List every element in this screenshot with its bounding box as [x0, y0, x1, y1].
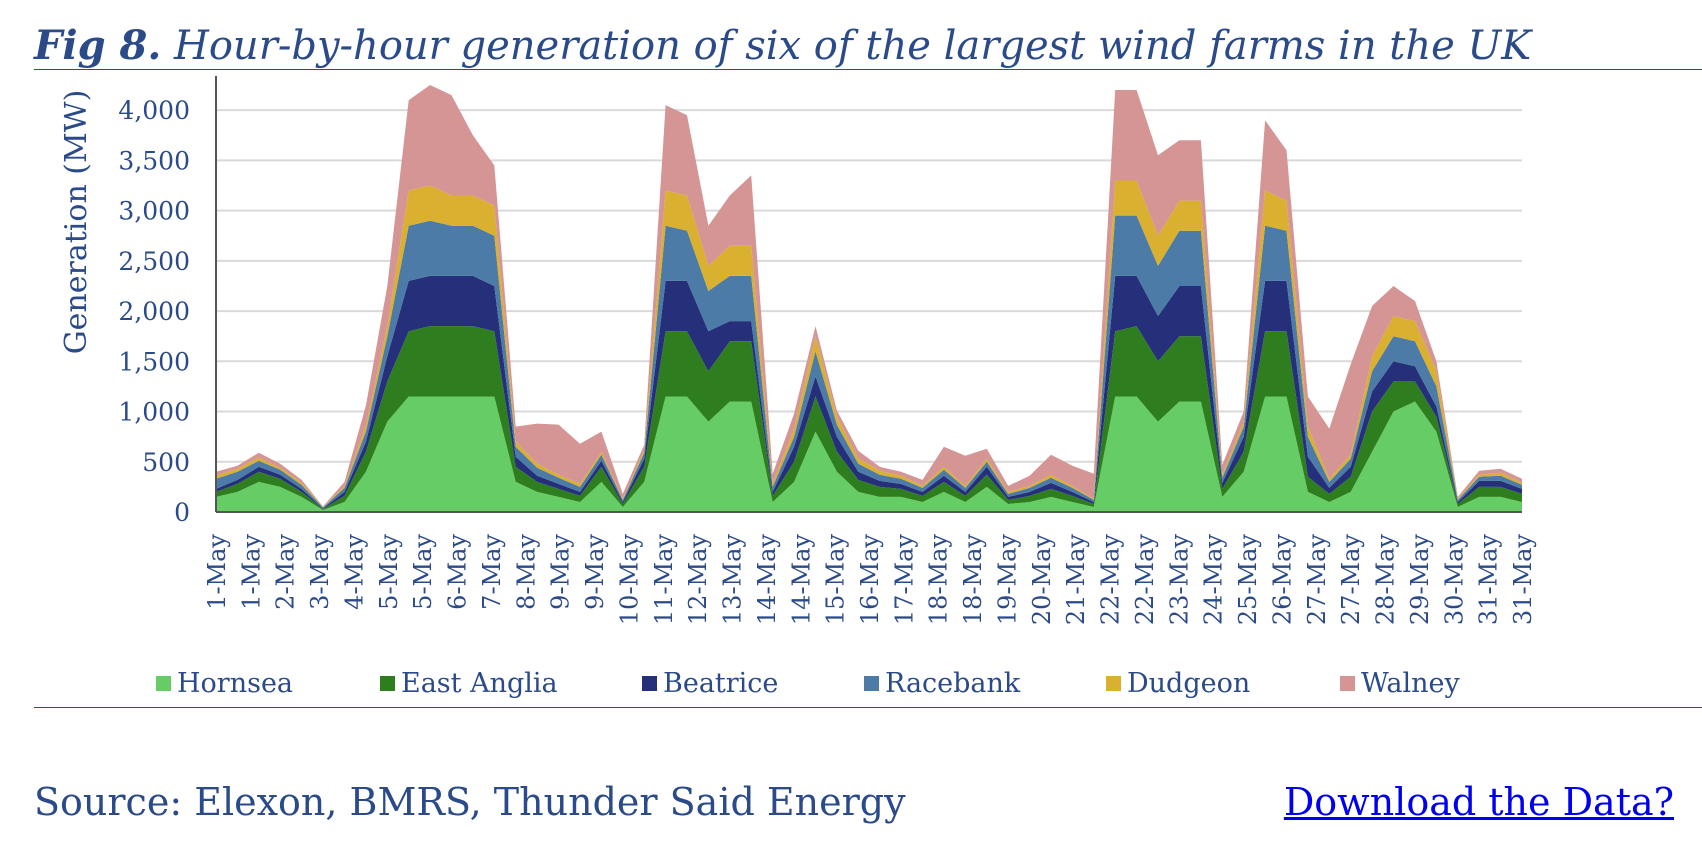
y-tick-label: 500 [142, 448, 190, 477]
area-east-anglia [216, 326, 1522, 510]
x-tick-label: 9-May [547, 534, 575, 610]
y-tick-label: 4,000 [118, 96, 190, 125]
y-tick-label: 3,500 [118, 146, 190, 175]
x-tick-label: 28-May [1372, 534, 1400, 626]
y-tick-label: 3,000 [118, 197, 190, 226]
y-tick-label: 1,000 [118, 398, 190, 427]
x-tick-label: 5-May [409, 534, 437, 610]
download-data-link[interactable]: Download the Data? [1283, 780, 1674, 824]
x-tick-label: 6-May [444, 534, 472, 610]
figure-title-text: Hour-by-hour generation of six of the la… [173, 23, 1532, 69]
x-tick-label: 30-May [1440, 534, 1468, 626]
legend-label: East Anglia [401, 668, 558, 699]
x-tick-label: 25-May [1234, 534, 1262, 626]
x-tick-label: 11-May [650, 534, 678, 626]
x-tick-label: 21-May [1062, 534, 1090, 626]
x-tick-label: 29-May [1406, 534, 1434, 626]
x-tick-label: 23-May [1165, 534, 1193, 626]
footer-rule [34, 707, 1702, 708]
legend-label: Hornsea [177, 668, 293, 699]
x-tick-label: 9-May [581, 534, 609, 610]
y-tick-label: 0 [174, 498, 190, 527]
source-note: Source: Elexon, BMRS, Thunder Said Energ… [34, 780, 906, 824]
x-tick-label: 2-May [272, 534, 300, 610]
x-tick-label: 22-May [1097, 534, 1125, 626]
area-beatrice [216, 275, 1522, 509]
figure-title: Fig 8. Hour-by-hour generation of six of… [34, 22, 1531, 69]
x-tick-label: 14-May [753, 534, 781, 626]
x-tick-label: 1-May [203, 534, 231, 610]
legend-item-walney: Walney [1340, 668, 1461, 699]
legend-label: Walney [1361, 668, 1461, 699]
legend-item-racebank: Racebank [864, 668, 1021, 699]
area-walney [216, 85, 1522, 507]
x-tick-label: 12-May [684, 534, 712, 626]
x-tick-label: 20-May [1028, 534, 1056, 626]
x-tick-label: 10-May [615, 534, 643, 626]
x-tick-label: 1-May [237, 534, 265, 610]
x-tick-label: 16-May [856, 534, 884, 626]
legend-swatch [1340, 676, 1355, 691]
legend: Hornsea East Anglia Beatrice Racebank Dudgeo… [156, 668, 1461, 699]
y-axis-label: Generation (MW) [59, 90, 94, 355]
x-tick-label: 15-May [822, 534, 850, 626]
y-tick-label: 1,500 [118, 347, 190, 376]
x-tick-label: 31-May [1475, 534, 1503, 626]
x-tick-label: 5-May [375, 534, 403, 610]
x-tick-label: 31-May [1509, 534, 1537, 626]
legend-swatch [380, 676, 395, 691]
legend-label: Racebank [885, 668, 1021, 699]
x-tick-label: 17-May [890, 534, 918, 626]
x-tick-label: 8-May [512, 534, 540, 610]
legend-swatch [156, 676, 171, 691]
x-tick-label: 18-May [925, 534, 953, 626]
axes [215, 76, 1522, 513]
y-tick-labels: 0 500 1,000 1,500 2,000 2,500 3,000 3,500 4,000 [118, 96, 190, 527]
legend-item-east-anglia: East Anglia [380, 668, 558, 699]
x-tick-label: 3-May [306, 534, 334, 610]
x-tick-label: 13-May [719, 534, 747, 626]
figure-label: Fig 8. [34, 22, 162, 69]
area-series [216, 85, 1522, 512]
x-tick-label: 14-May [787, 534, 815, 626]
stacked-area-chart: 05001,0001,5002,0002,5003,0003,5004,000 … [59, 76, 1537, 699]
y-tick-label: 2,500 [118, 247, 190, 276]
x-tick-label: 27-May [1303, 534, 1331, 626]
x-tick-label: 26-May [1268, 534, 1296, 626]
legend-item-dudgeon: Dudgeon [1106, 668, 1250, 699]
x-tick-label: 4-May [341, 534, 369, 610]
x-tick-labels: 1-May 1-May 2-May 3-May 4-May 5-May 5-May 6-May… [203, 534, 1537, 626]
x-tick-label: 18-May [959, 534, 987, 626]
legend-item-hornsea: Hornsea [156, 668, 293, 699]
legend-label: Dudgeon [1127, 668, 1250, 699]
area-hornsea [216, 396, 1522, 512]
x-tick-label: 19-May [994, 534, 1022, 626]
x-tick-label: 22-May [1131, 534, 1159, 626]
y-tick-label: 2,000 [118, 297, 190, 326]
legend-swatch [642, 676, 657, 691]
x-tick-label: 7-May [478, 534, 506, 610]
legend-swatch [864, 676, 879, 691]
legend-label: Beatrice [663, 668, 778, 699]
title-rule [34, 69, 1702, 70]
x-tick-label: 27-May [1337, 534, 1365, 626]
legend-item-beatrice: Beatrice [642, 668, 778, 699]
legend-swatch [1106, 676, 1121, 691]
x-tick-label: 24-May [1200, 534, 1228, 626]
